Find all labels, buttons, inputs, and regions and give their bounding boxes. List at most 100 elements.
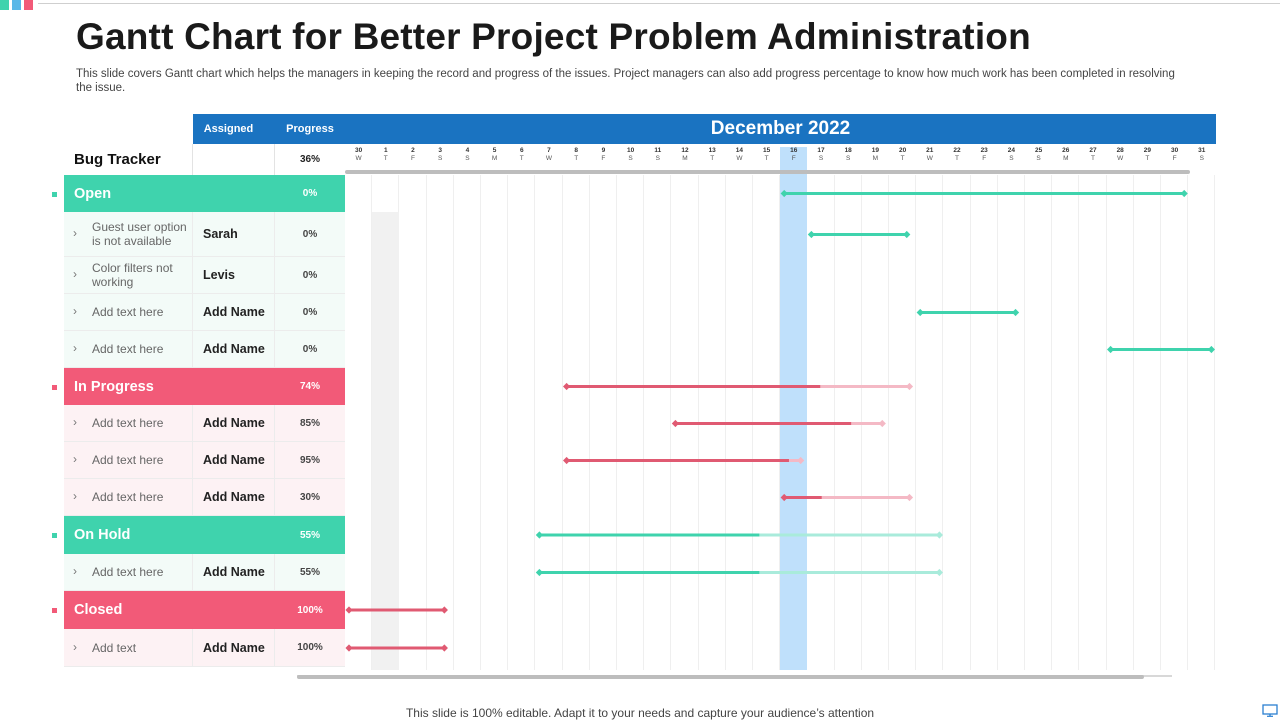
corner-mark [0, 0, 9, 10]
day-number: 10 [626, 147, 635, 154]
day-number: 14 [735, 147, 743, 154]
task-row[interactable]: Guest user option is not available Sarah 0… [64, 212, 345, 257]
presentation-screen-icon[interactable] [1262, 704, 1278, 717]
task-row[interactable]: Add text here Add Name 30% › [64, 479, 345, 516]
expand-chevron-icon[interactable]: › [73, 341, 77, 355]
task-progress: 0% [302, 343, 318, 355]
day-number: 2 [411, 147, 415, 154]
task-row[interactable]: Add text here Add Name 0% › [64, 294, 345, 331]
tracker-progress: 36% [299, 154, 320, 165]
task-assignee: Add Name [193, 554, 275, 590]
day-header: 15 T [753, 147, 780, 163]
day-number: 1 [383, 147, 388, 154]
expand-chevron-icon[interactable]: › [73, 267, 77, 281]
grid-column [345, 175, 373, 670]
expand-chevron-icon[interactable]: › [73, 415, 77, 429]
expand-chevron-icon[interactable]: › [73, 304, 77, 318]
day-number: 17 [817, 147, 825, 154]
day-number: 30 [354, 147, 363, 154]
day-header: 29 T [1134, 147, 1161, 163]
gantt-header-band: Assigned Progress December 2022 [193, 114, 1216, 144]
expand-chevron-icon[interactable]: › [73, 564, 77, 578]
day-header: 25 S [1025, 147, 1052, 163]
day-number: 9 [601, 147, 606, 154]
day-header: 26 M [1052, 147, 1079, 163]
day-number: 3 [438, 147, 442, 154]
task-name: Add text here [64, 442, 193, 478]
day-weekday: S [465, 155, 470, 162]
day-number: 19 [871, 147, 879, 154]
day-number: 11 [654, 147, 662, 154]
task-row[interactable]: Color filters not working Levis 0% › [64, 257, 345, 294]
day-number: 12 [681, 147, 689, 154]
timeline-scrollbar-bottom[interactable] [297, 675, 1144, 679]
task-progress: 85% [299, 417, 320, 429]
task-name: Add text [64, 629, 193, 666]
day-weekday: T [574, 155, 579, 162]
group-label: Closed [74, 602, 123, 618]
group-marker [52, 191, 57, 197]
task-row[interactable]: Add text Add Name 100% › [64, 629, 345, 667]
expand-chevron-icon[interactable]: › [73, 489, 77, 503]
day-number: 20 [898, 147, 907, 154]
task-table: Bug Tracker 36% Open 0% Guest user option … [52, 144, 345, 667]
task-row[interactable]: Add text here Add Name 0% › [64, 331, 345, 368]
status-group-on-hold[interactable]: On Hold 55% [52, 516, 345, 554]
status-group-open[interactable]: Open 0% [52, 175, 345, 212]
day-header: 30 F [1161, 147, 1188, 163]
task-row[interactable]: Add text here Add Name 85% › [64, 405, 345, 442]
top-rule [38, 3, 1280, 4]
task-progress: 0% [302, 228, 318, 240]
day-header: 14 W [726, 147, 753, 163]
grid-column [590, 175, 617, 670]
page-subtitle: This slide covers Gantt chart which help… [76, 68, 1175, 94]
grid-column [454, 175, 481, 670]
day-weekday: M [682, 155, 688, 162]
day-number: 23 [980, 147, 988, 154]
task-assignee: Add Name [193, 331, 275, 367]
day-weekday: F [1172, 155, 1177, 162]
day-weekday: M [491, 155, 498, 162]
expand-chevron-icon[interactable]: › [73, 452, 77, 466]
day-weekday: S [1036, 155, 1041, 162]
day-weekday: W [355, 155, 362, 162]
day-number: 15 [762, 147, 771, 154]
gantt-grid [345, 147, 1216, 670]
day-weekday: T [383, 155, 388, 162]
task-progress: 0% [302, 306, 318, 318]
timeline-scrollbar-top[interactable] [345, 170, 1190, 174]
grid-column [427, 175, 454, 670]
status-group-in-progress[interactable]: In Progress 74% [52, 368, 345, 405]
expand-chevron-icon[interactable]: › [73, 639, 77, 654]
footer-note: This slide is 100% editable. Adapt it to… [405, 706, 875, 720]
assigned-column-header: Assigned [203, 123, 254, 135]
corner-marks [0, 0, 36, 10]
expand-chevron-icon[interactable]: › [73, 226, 77, 240]
day-weekday: T [1090, 155, 1095, 162]
task-progress: 0% [302, 269, 318, 281]
task-name: Add text here [64, 405, 193, 441]
day-number: 6 [519, 147, 524, 154]
task-row[interactable]: Add text here Add Name 95% › [64, 442, 345, 479]
day-weekday: F [982, 155, 987, 162]
day-header: 22 T [943, 147, 970, 163]
day-weekday: W [1117, 155, 1124, 162]
today-highlight [780, 147, 808, 670]
group-marker [52, 533, 57, 538]
task-assignee: Add Name [193, 405, 275, 441]
group-assigned-cell [193, 591, 275, 629]
status-group-closed[interactable]: Closed 100% [52, 591, 345, 629]
day-header: 30 W [345, 147, 372, 163]
day-header-row: 30 W 1 T 2 F 3 S 4 S 5 M 6 T 7 W 8 T 9 F 10 S 11 S 12 M 13 T 14 W 15 T 1… [345, 147, 1216, 171]
group-assigned-cell [193, 516, 275, 554]
task-row[interactable]: Add text here Add Name 55% › [64, 554, 345, 591]
day-header: 24 S [998, 147, 1025, 163]
grid-column [644, 175, 672, 670]
weekend-shade [372, 212, 400, 670]
grid-column [916, 175, 944, 670]
group-label: Open [74, 185, 112, 202]
day-number: 24 [1007, 147, 1015, 154]
grid-column [699, 175, 726, 670]
